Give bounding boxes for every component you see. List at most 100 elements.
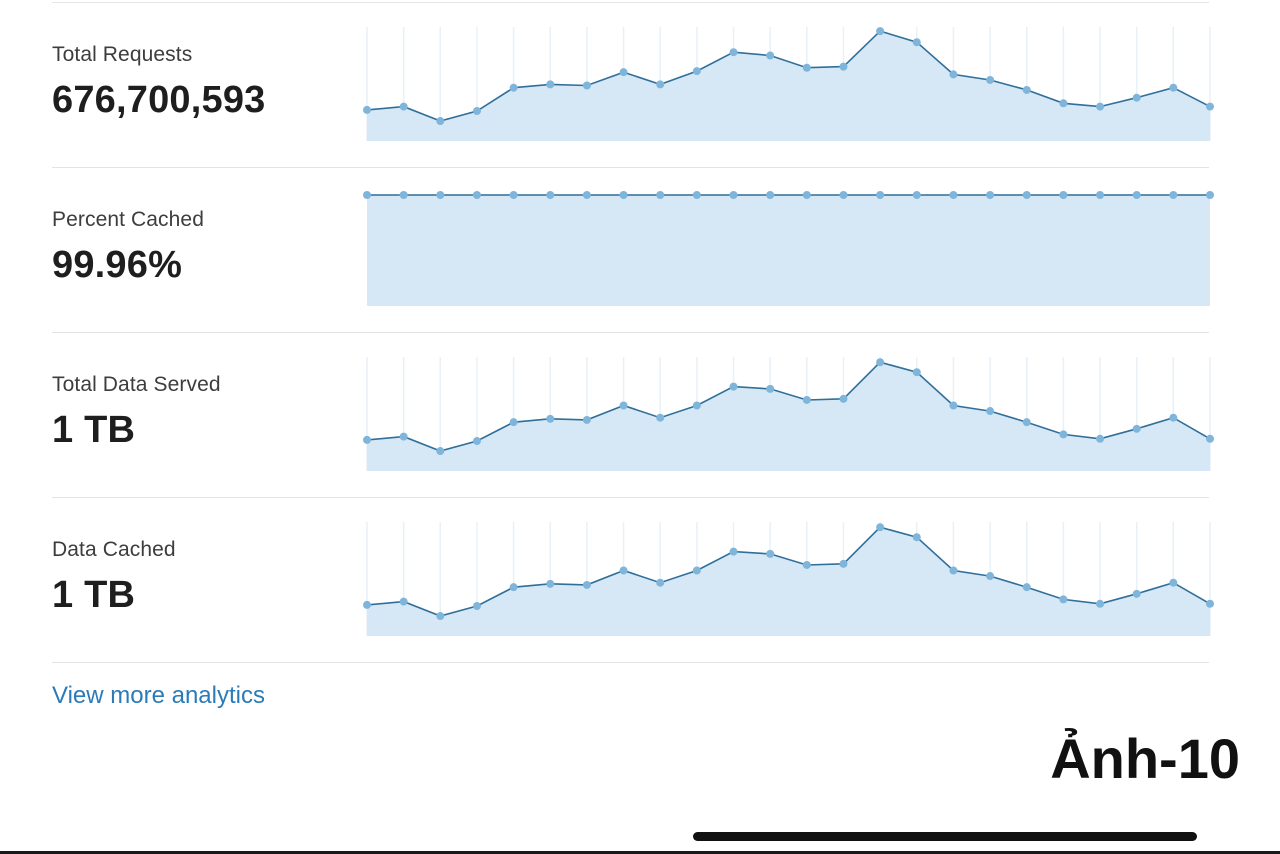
data-point: [1132, 589, 1141, 598]
data-point: [582, 191, 591, 199]
data-point: [546, 191, 555, 199]
data-point: [986, 572, 995, 581]
metric-label: Total Data Served: [52, 373, 221, 396]
metric-row-total-data-served: Total Data Served 1 TB: [52, 333, 1214, 498]
metric-value: 676,700,593: [52, 79, 266, 121]
data-point: [472, 107, 481, 116]
data-point: [1022, 191, 1031, 199]
view-more-analytics-link[interactable]: View more analytics: [52, 682, 265, 709]
data-point: [436, 117, 445, 126]
data-point: [1206, 599, 1214, 608]
metric-label: Percent Cached: [52, 208, 204, 231]
area-fill: [367, 362, 1210, 471]
photo-caption: Ảnh-10: [1050, 727, 1240, 790]
metric-value: 99.96%: [52, 244, 183, 286]
data-point: [986, 191, 995, 199]
metric-label: Total Requests: [52, 43, 193, 66]
data-point: [436, 612, 445, 621]
data-point: [692, 191, 701, 199]
data-point: [876, 523, 885, 532]
data-point: [363, 435, 371, 444]
data-point: [949, 70, 958, 79]
data-point: [546, 414, 555, 423]
data-point: [399, 191, 408, 199]
data-point: [839, 559, 848, 568]
data-point: [729, 48, 738, 57]
data-point: [1022, 418, 1031, 427]
metric-row-percent-cached: Percent Cached 99.96%: [52, 168, 1214, 333]
area-fill: [367, 31, 1210, 142]
data-point: [546, 80, 555, 89]
data-point: [509, 83, 518, 92]
sparkline-chart-total-data-served: [363, 357, 1214, 471]
data-point: [363, 600, 371, 609]
data-point: [839, 191, 848, 199]
data-point: [802, 191, 811, 199]
data-point: [1132, 191, 1141, 199]
data-point: [619, 401, 628, 410]
metric-row-total-requests: Total Requests 676,700,593: [52, 3, 1214, 168]
data-point: [839, 394, 848, 403]
data-point: [1022, 583, 1031, 592]
data-point: [509, 191, 518, 199]
data-point: [802, 560, 811, 569]
series-line: [366, 526, 1211, 617]
data-point: [472, 191, 481, 199]
data-point: [509, 418, 518, 427]
sparkline-chart-data-cached: [363, 522, 1214, 636]
data-point: [1096, 191, 1105, 199]
data-point: [1169, 413, 1178, 422]
data-point: [876, 358, 885, 367]
data-point: [363, 191, 371, 199]
data-point: [802, 395, 811, 404]
data-point: [692, 566, 701, 575]
data-point: [656, 413, 665, 422]
top-divider: [52, 2, 1209, 3]
data-point: [986, 75, 995, 84]
data-point: [1169, 578, 1178, 587]
data-point: [1169, 191, 1178, 199]
data-point: [729, 191, 738, 199]
home-indicator-bar[interactable]: [693, 832, 1197, 841]
data-point: [1206, 191, 1214, 199]
data-point: [766, 51, 775, 60]
data-point: [766, 549, 775, 558]
data-point: [949, 191, 958, 199]
data-point: [656, 191, 665, 199]
data-point: [1169, 83, 1178, 92]
data-point: [1206, 434, 1214, 443]
data-point: [399, 597, 408, 606]
data-point: [766, 191, 775, 199]
data-point: [1096, 599, 1105, 608]
data-point: [839, 62, 848, 71]
data-point: [912, 368, 921, 377]
data-point: [1132, 424, 1141, 433]
data-point: [582, 81, 591, 90]
data-point: [1059, 191, 1068, 199]
data-point: [802, 63, 811, 72]
data-point: [912, 191, 921, 199]
data-point: [876, 27, 885, 36]
data-point: [1206, 102, 1214, 111]
data-point: [1096, 102, 1105, 111]
series-line: [366, 361, 1211, 452]
data-point: [656, 578, 665, 587]
data-point: [619, 566, 628, 575]
data-point: [436, 191, 445, 199]
data-point: [912, 38, 921, 47]
area-fill: [367, 527, 1210, 636]
area-fill: [367, 195, 1210, 306]
sparkline-chart-percent-cached: [363, 191, 1214, 306]
metric-row-data-cached: Data Cached 1 TB: [52, 498, 1214, 663]
data-point: [582, 415, 591, 424]
data-point: [729, 382, 738, 391]
data-point: [949, 401, 958, 410]
data-point: [1096, 434, 1105, 443]
data-point: [986, 407, 995, 416]
data-point: [766, 384, 775, 393]
data-point: [656, 80, 665, 89]
data-point: [363, 105, 371, 114]
sparkline-chart-total-requests: [363, 27, 1214, 142]
data-point: [1059, 99, 1068, 108]
data-point: [912, 533, 921, 542]
